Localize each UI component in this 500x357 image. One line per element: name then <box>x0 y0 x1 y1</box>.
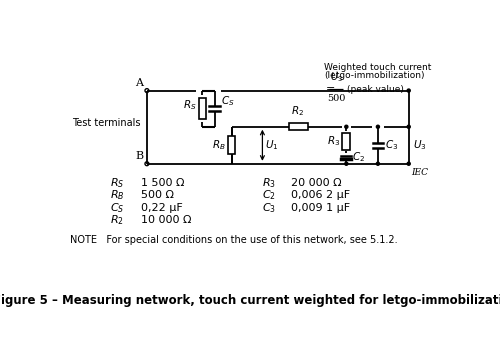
Text: NOTE   For special conditions on the use of this network, see 5.1.2.: NOTE For special conditions on the use o… <box>70 235 398 245</box>
Text: $U_3$: $U_3$ <box>414 139 427 152</box>
Circle shape <box>345 162 348 165</box>
Text: Test terminals: Test terminals <box>72 118 141 128</box>
Text: $C_2$: $C_2$ <box>352 151 366 165</box>
Text: $R_B$: $R_B$ <box>212 139 226 152</box>
Text: $R_S$: $R_S$ <box>184 99 197 112</box>
Text: IEC: IEC <box>411 169 428 177</box>
Text: Weighted touch current: Weighted touch current <box>324 63 432 72</box>
Text: B: B <box>135 151 143 161</box>
Text: (peak value): (peak value) <box>347 85 404 94</box>
Text: $U_3$: $U_3$ <box>330 70 343 84</box>
Bar <box>228 136 235 155</box>
Text: 500 Ω: 500 Ω <box>141 190 174 200</box>
Text: =: = <box>326 84 335 94</box>
Circle shape <box>376 125 380 128</box>
Bar <box>198 98 206 120</box>
Text: $C_S$: $C_S$ <box>221 94 234 108</box>
Text: $C_3$: $C_3$ <box>385 139 398 152</box>
Text: $U_1$: $U_1$ <box>266 139 279 152</box>
Text: $R_2$: $R_2$ <box>110 213 124 227</box>
Text: $C_2$: $C_2$ <box>262 188 276 202</box>
Text: 10 000 Ω: 10 000 Ω <box>141 215 192 225</box>
Text: 500: 500 <box>327 95 345 104</box>
Text: 20 000 Ω: 20 000 Ω <box>291 178 342 188</box>
Text: 0,006 2 μF: 0,006 2 μF <box>291 190 350 200</box>
Text: $R_2$: $R_2$ <box>290 104 304 117</box>
Text: 1 500 Ω: 1 500 Ω <box>141 178 184 188</box>
Text: $C_3$: $C_3$ <box>262 201 276 215</box>
Text: $R_3$: $R_3$ <box>327 135 340 148</box>
Text: Figure 5 – Measuring network, touch current weighted for letgo-immobilization: Figure 5 – Measuring network, touch curr… <box>0 294 500 307</box>
Bar <box>342 133 350 150</box>
Circle shape <box>407 89 410 92</box>
Circle shape <box>407 125 410 128</box>
Text: 0,009 1 μF: 0,009 1 μF <box>291 203 350 213</box>
Text: $R_B$: $R_B$ <box>110 188 124 202</box>
Text: 0,22 μF: 0,22 μF <box>141 203 182 213</box>
Text: A: A <box>135 78 143 88</box>
Circle shape <box>407 162 410 165</box>
Circle shape <box>376 162 380 165</box>
Text: $R_3$: $R_3$ <box>262 176 276 190</box>
Circle shape <box>345 125 348 128</box>
Text: $R_S$: $R_S$ <box>110 176 124 190</box>
Text: $C_S$: $C_S$ <box>110 201 124 215</box>
Text: (letgo-immobilization): (letgo-immobilization) <box>324 71 424 80</box>
Bar <box>290 123 308 130</box>
